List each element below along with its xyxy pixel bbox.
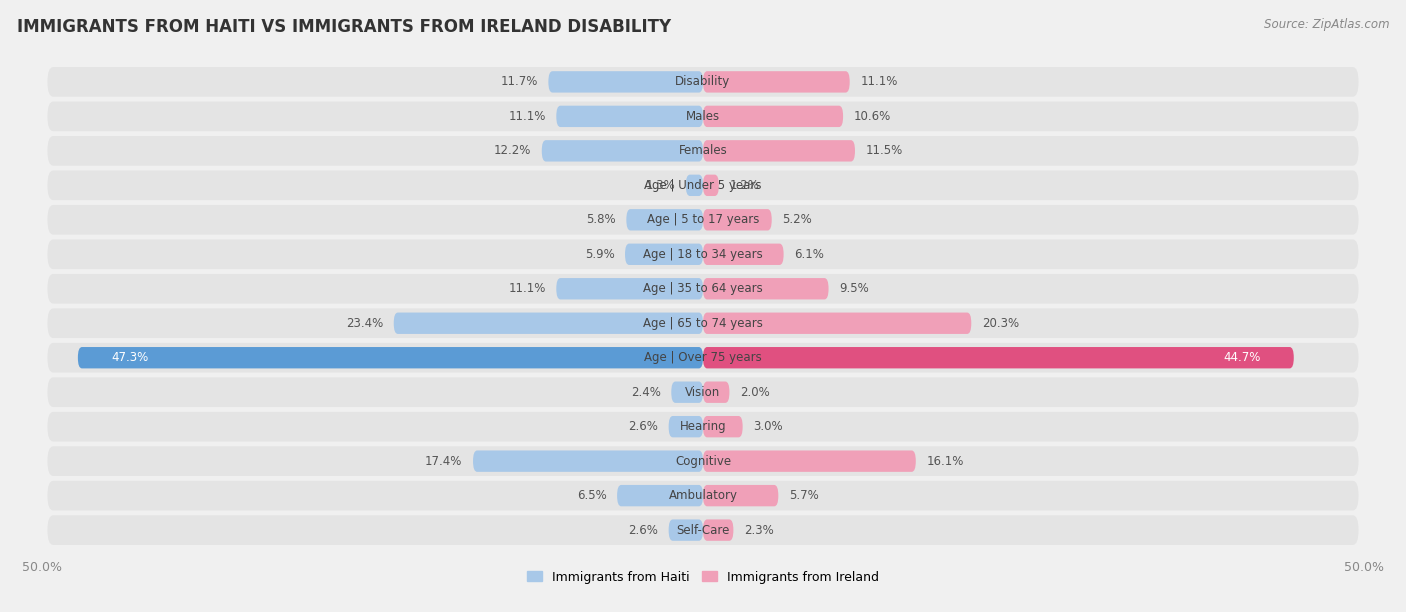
Text: Vision: Vision (685, 386, 721, 398)
FancyBboxPatch shape (48, 274, 1358, 304)
FancyBboxPatch shape (703, 313, 972, 334)
FancyBboxPatch shape (48, 446, 1358, 476)
FancyBboxPatch shape (48, 205, 1358, 234)
FancyBboxPatch shape (541, 140, 703, 162)
FancyBboxPatch shape (669, 416, 703, 438)
FancyBboxPatch shape (703, 347, 1294, 368)
FancyBboxPatch shape (686, 174, 703, 196)
Text: 1.2%: 1.2% (730, 179, 759, 192)
FancyBboxPatch shape (557, 278, 703, 299)
FancyBboxPatch shape (48, 343, 1358, 373)
FancyBboxPatch shape (703, 485, 779, 506)
FancyBboxPatch shape (703, 450, 915, 472)
FancyBboxPatch shape (77, 347, 703, 368)
Text: 20.3%: 20.3% (981, 317, 1019, 330)
FancyBboxPatch shape (703, 209, 772, 231)
FancyBboxPatch shape (703, 244, 783, 265)
Text: 2.4%: 2.4% (631, 386, 661, 398)
FancyBboxPatch shape (703, 381, 730, 403)
Text: Hearing: Hearing (679, 420, 727, 433)
FancyBboxPatch shape (394, 313, 703, 334)
Text: 5.9%: 5.9% (585, 248, 614, 261)
FancyBboxPatch shape (669, 520, 703, 541)
Text: Cognitive: Cognitive (675, 455, 731, 468)
Text: Males: Males (686, 110, 720, 123)
Text: Age | 65 to 74 years: Age | 65 to 74 years (643, 317, 763, 330)
FancyBboxPatch shape (626, 244, 703, 265)
Text: 47.3%: 47.3% (111, 351, 148, 364)
Text: Self-Care: Self-Care (676, 524, 730, 537)
Text: 2.6%: 2.6% (628, 524, 658, 537)
FancyBboxPatch shape (472, 450, 703, 472)
Text: Source: ZipAtlas.com: Source: ZipAtlas.com (1264, 18, 1389, 31)
Text: 2.3%: 2.3% (744, 524, 773, 537)
Text: 3.0%: 3.0% (754, 420, 783, 433)
FancyBboxPatch shape (48, 102, 1358, 131)
FancyBboxPatch shape (48, 171, 1358, 200)
FancyBboxPatch shape (548, 71, 703, 92)
Text: 11.7%: 11.7% (501, 75, 537, 88)
Text: 5.2%: 5.2% (782, 214, 813, 226)
Text: 11.1%: 11.1% (509, 110, 546, 123)
Text: Age | 5 to 17 years: Age | 5 to 17 years (647, 214, 759, 226)
Text: 12.2%: 12.2% (494, 144, 531, 157)
Text: 23.4%: 23.4% (346, 317, 384, 330)
FancyBboxPatch shape (703, 140, 855, 162)
FancyBboxPatch shape (703, 278, 828, 299)
Text: 11.1%: 11.1% (509, 282, 546, 295)
Text: Females: Females (679, 144, 727, 157)
FancyBboxPatch shape (703, 520, 734, 541)
Text: 11.5%: 11.5% (866, 144, 903, 157)
FancyBboxPatch shape (48, 378, 1358, 407)
FancyBboxPatch shape (48, 412, 1358, 441)
FancyBboxPatch shape (703, 174, 718, 196)
Text: 2.6%: 2.6% (628, 420, 658, 433)
Text: Age | Under 5 years: Age | Under 5 years (644, 179, 762, 192)
FancyBboxPatch shape (48, 515, 1358, 545)
Text: 44.7%: 44.7% (1223, 351, 1261, 364)
FancyBboxPatch shape (703, 106, 844, 127)
FancyBboxPatch shape (626, 209, 703, 231)
Text: 17.4%: 17.4% (425, 455, 463, 468)
FancyBboxPatch shape (557, 106, 703, 127)
Text: Age | Over 75 years: Age | Over 75 years (644, 351, 762, 364)
Text: Age | 35 to 64 years: Age | 35 to 64 years (643, 282, 763, 295)
FancyBboxPatch shape (48, 136, 1358, 166)
Text: 2.0%: 2.0% (740, 386, 769, 398)
Text: 11.1%: 11.1% (860, 75, 897, 88)
Text: Disability: Disability (675, 75, 731, 88)
Text: Ambulatory: Ambulatory (668, 489, 738, 502)
Text: IMMIGRANTS FROM HAITI VS IMMIGRANTS FROM IRELAND DISABILITY: IMMIGRANTS FROM HAITI VS IMMIGRANTS FROM… (17, 18, 671, 36)
FancyBboxPatch shape (617, 485, 703, 506)
Text: 6.5%: 6.5% (576, 489, 606, 502)
Text: 16.1%: 16.1% (927, 455, 963, 468)
FancyBboxPatch shape (48, 67, 1358, 97)
Text: 10.6%: 10.6% (853, 110, 891, 123)
FancyBboxPatch shape (703, 416, 742, 438)
FancyBboxPatch shape (703, 71, 849, 92)
Legend: Immigrants from Haiti, Immigrants from Ireland: Immigrants from Haiti, Immigrants from I… (522, 565, 884, 589)
FancyBboxPatch shape (671, 381, 703, 403)
FancyBboxPatch shape (48, 308, 1358, 338)
FancyBboxPatch shape (48, 239, 1358, 269)
Text: 1.3%: 1.3% (645, 179, 675, 192)
Text: 5.7%: 5.7% (789, 489, 818, 502)
Text: 6.1%: 6.1% (794, 248, 824, 261)
Text: 5.8%: 5.8% (586, 214, 616, 226)
FancyBboxPatch shape (48, 481, 1358, 510)
Text: 9.5%: 9.5% (839, 282, 869, 295)
Text: Age | 18 to 34 years: Age | 18 to 34 years (643, 248, 763, 261)
